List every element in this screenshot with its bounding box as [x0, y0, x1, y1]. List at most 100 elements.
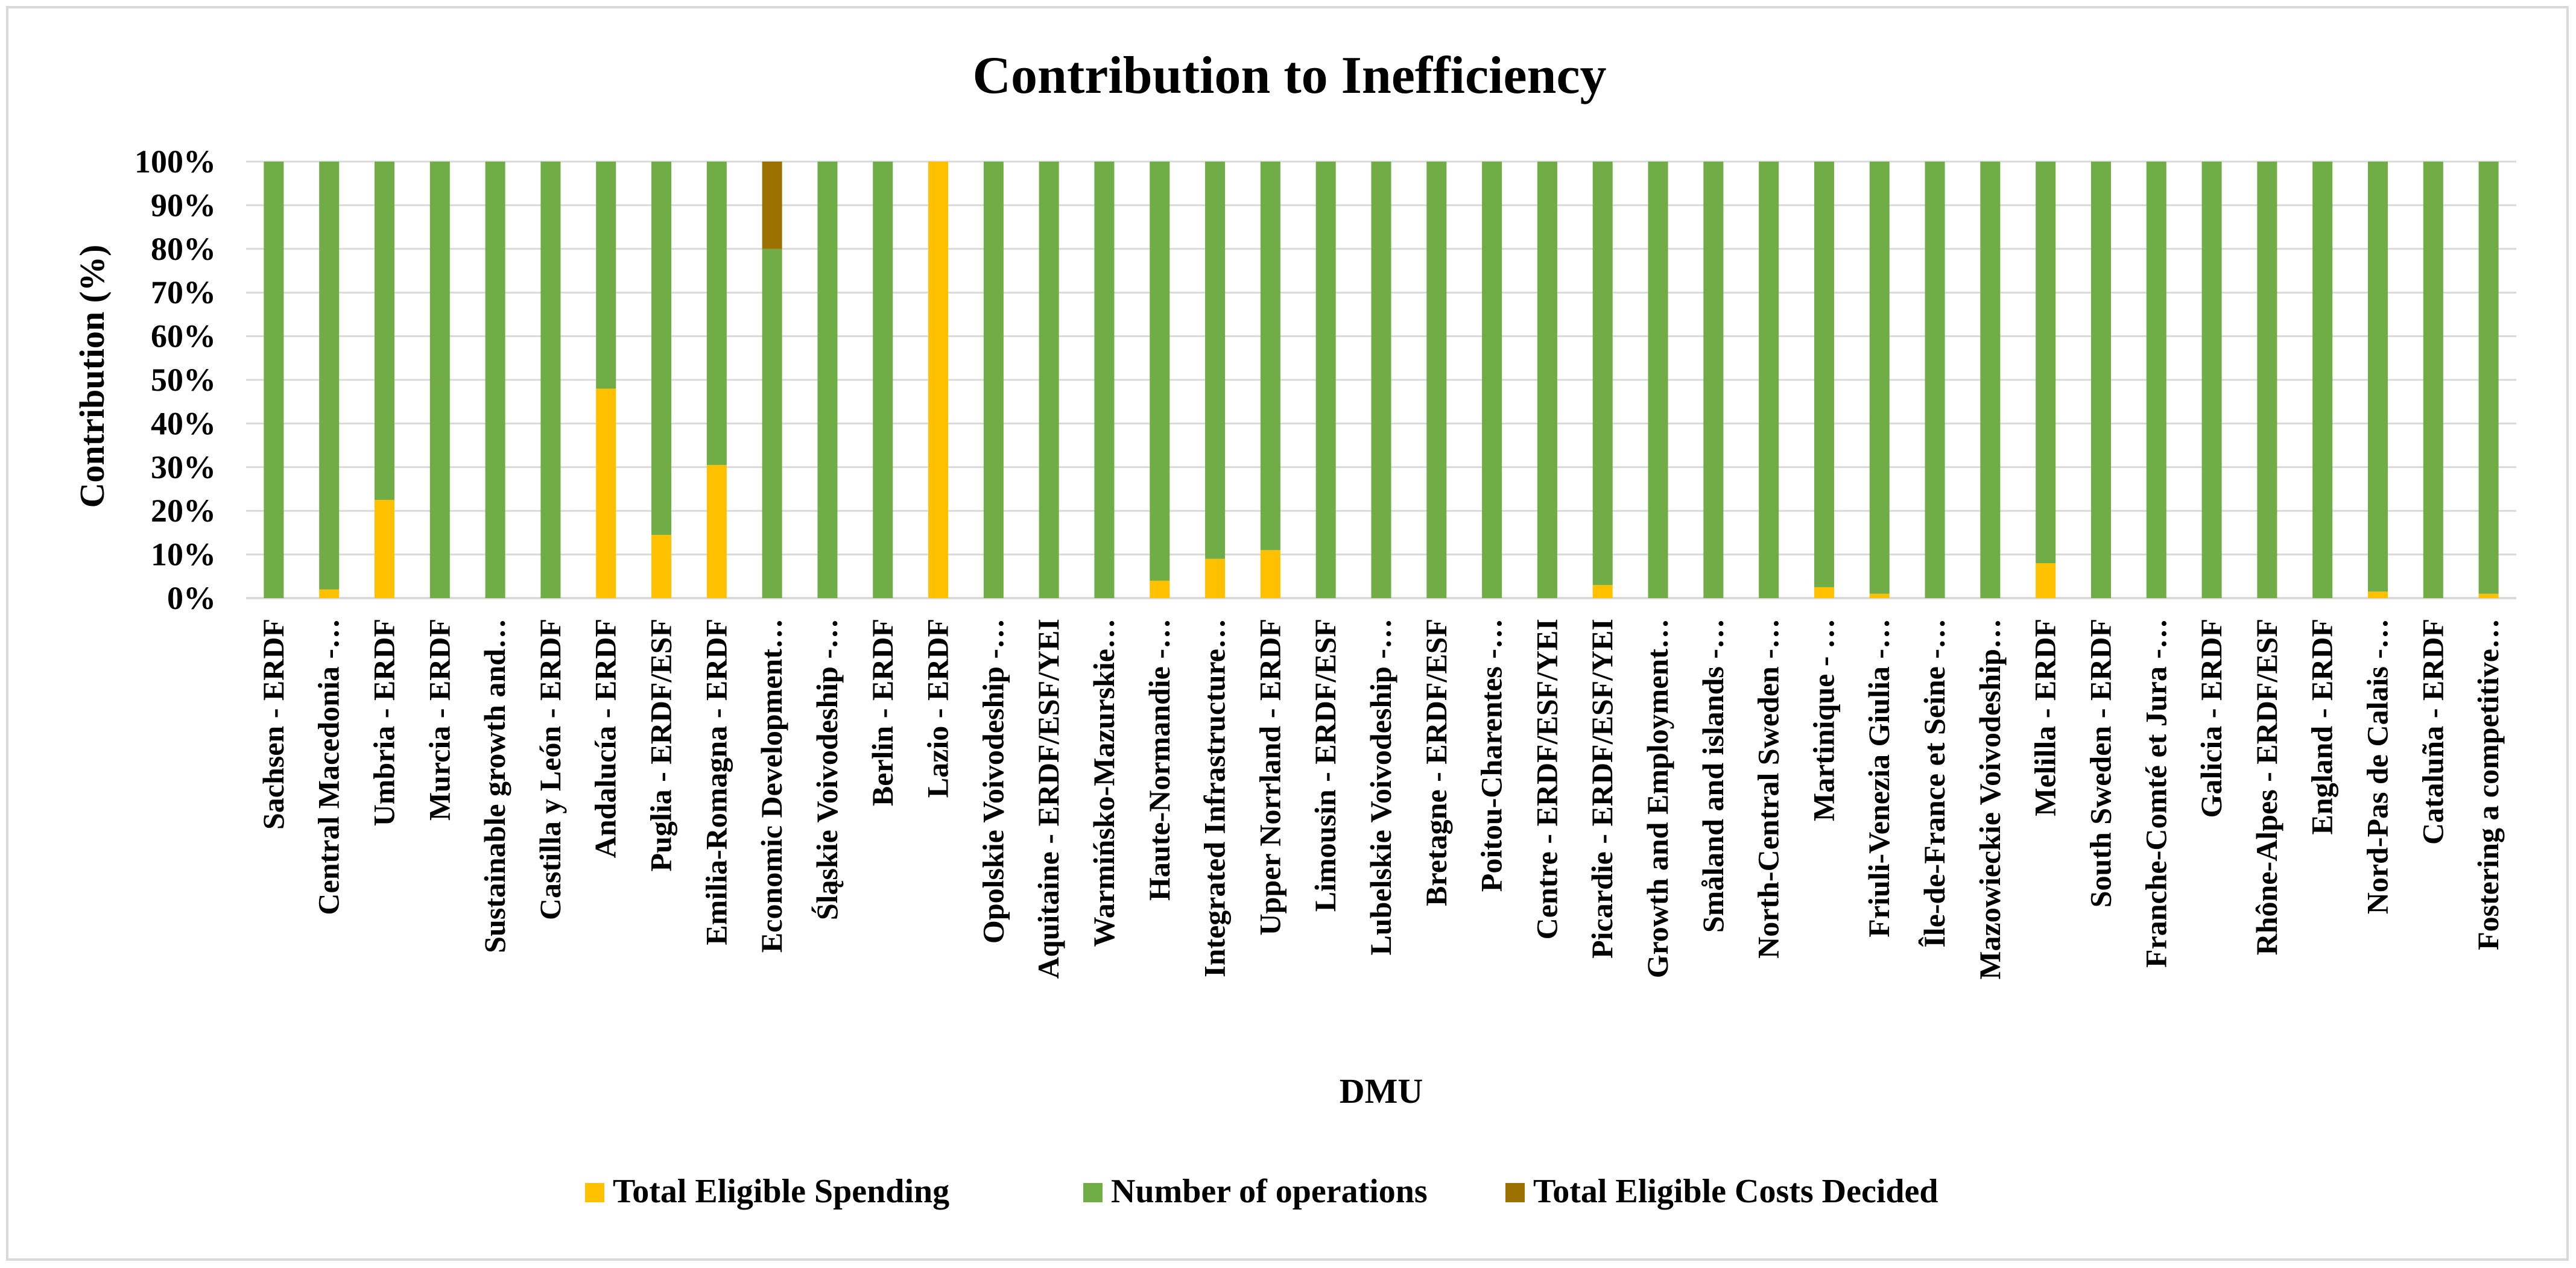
- x-tick-label: Economic Development…: [755, 619, 788, 953]
- x-tick-label: Haute-Normandie -…: [1142, 619, 1176, 901]
- bar-segment: [319, 162, 340, 590]
- x-tick-label: Integrated Infrastructure…: [1198, 619, 1232, 977]
- x-tick-label: South Sweden - ERDF: [2083, 619, 2117, 907]
- x-tick-label: Śląskie Voivodeship -…: [810, 619, 844, 920]
- legend: Total Eligible Spending Number of operati…: [585, 1173, 1938, 1210]
- bar-segment: [2036, 563, 2056, 598]
- bar-segment: [2257, 162, 2277, 598]
- y-tick-labels: 0% 10% 20% 30% 40% 50% 60% 70% 80% 90% 100%: [134, 144, 216, 616]
- bar-segment: [1703, 162, 1724, 598]
- x-tick-label: Andalucía - ERDF: [589, 619, 622, 858]
- y-tick-label: 80%: [151, 231, 216, 267]
- legend-swatch: [585, 1183, 604, 1202]
- x-tick-label: Limousin - ERDF/ESF: [1308, 619, 1342, 912]
- bar-segment: [1814, 162, 1834, 587]
- x-tick-label: Friuli-Venezia Giulia -…: [1862, 619, 1896, 938]
- y-tick-label: 10%: [151, 537, 216, 573]
- bar-segment: [2146, 162, 2166, 598]
- bar-segment: [983, 162, 1004, 598]
- y-tick-label: 40%: [151, 405, 216, 441]
- bar-segment: [1426, 162, 1447, 598]
- bar-segment: [2090, 162, 2111, 598]
- x-tick-label: North-Central Sweden -…: [1752, 619, 1785, 959]
- bar-segment: [2201, 162, 2222, 598]
- x-tick-label: Nord-Pas de Calais -…: [2360, 619, 2394, 914]
- x-tick-label: Umbria - ERDF: [367, 619, 401, 826]
- chart-title: Contribution to Inefficiency: [972, 46, 1606, 105]
- bar-segment: [928, 162, 949, 598]
- bar-segment: [2478, 593, 2499, 598]
- x-tick-label: England - ERDF: [2305, 619, 2339, 834]
- y-tick-label: 50%: [151, 362, 216, 398]
- x-tick-label: Lazio - ERDF: [921, 619, 955, 798]
- bar-segment: [651, 162, 672, 535]
- y-tick-label: 0%: [167, 580, 216, 616]
- x-tick-label: Central Macedonia -…: [312, 619, 346, 915]
- bar-segment: [2312, 162, 2333, 598]
- bar-segment: [1925, 162, 1945, 598]
- x-tick-label: Rhône-Alpes - ERDF/ESF: [2250, 619, 2283, 955]
- bar-segment: [429, 162, 450, 598]
- x-tick-label: Picardie - ERDF/ESF/YEI: [1585, 619, 1619, 959]
- x-tick-label: Småland and islands -…: [1696, 619, 1730, 933]
- x-tick-label: Emilia-Romagna - ERDF: [699, 619, 733, 945]
- x-tick-label: Growth and Employment…: [1641, 619, 1674, 978]
- bar-segment: [319, 589, 340, 598]
- x-tick-label: Castilla y León - ERDF: [533, 619, 567, 920]
- legend-swatch: [1083, 1183, 1103, 1202]
- x-tick-label: Franche-Comté et Jura -…: [2139, 619, 2173, 968]
- bar-segment: [1260, 162, 1280, 550]
- bar-segment: [706, 162, 727, 465]
- bar-segment: [2423, 162, 2443, 598]
- x-tick-label: Opolskie Voivodeship -…: [976, 619, 1010, 944]
- bar-segment: [873, 162, 893, 598]
- legend-entry: Number of operations: [1083, 1173, 1428, 1210]
- bar-segment: [817, 162, 838, 598]
- x-tick-label: Cataluña - ERDF: [2416, 619, 2449, 845]
- bar-segment: [2478, 162, 2499, 594]
- legend-label: Total Eligible Costs Decided: [1533, 1173, 1938, 1210]
- bar-segment: [1482, 162, 1502, 598]
- bar-segment: [1039, 162, 1059, 598]
- y-axis-label: Contribution (%): [72, 245, 112, 508]
- bar-segment: [2036, 162, 2056, 564]
- y-tick-label: 60%: [151, 318, 216, 355]
- x-tick-label: Poitou-Charentes -…: [1475, 619, 1508, 892]
- bar-segment: [1869, 593, 1890, 598]
- bar-segment: [1537, 162, 1557, 598]
- bar-segment: [2367, 591, 2388, 598]
- bars: [264, 162, 2499, 598]
- legend-swatch: [1505, 1183, 1525, 1202]
- bar-segment: [264, 162, 284, 598]
- x-tick-label: Upper Norrland - ERDF: [1253, 619, 1286, 935]
- x-axis-label: DMU: [1340, 1071, 1423, 1111]
- x-tick-label: Galicia - ERDF: [2194, 619, 2228, 818]
- bar-segment: [1869, 162, 1890, 594]
- bar-segment: [762, 162, 782, 249]
- bar-segment: [1315, 162, 1336, 598]
- bar-segment: [1592, 162, 1613, 585]
- bar-segment: [1150, 581, 1170, 598]
- bar-segment: [651, 535, 672, 598]
- x-tick-label: Murcia - ERDF: [422, 619, 456, 821]
- x-tick-label: Sachsen - ERDF: [256, 619, 290, 830]
- bar-segment: [706, 465, 727, 598]
- bar-segment: [596, 162, 616, 389]
- bar-segment: [1648, 162, 1668, 598]
- bar-segment: [374, 500, 395, 598]
- y-tick-label: 90%: [151, 187, 216, 223]
- legend-entry: Total Eligible Spending: [585, 1173, 949, 1210]
- y-tick-label: 30%: [151, 449, 216, 485]
- x-tick-label: Melilla - ERDF: [2028, 619, 2062, 816]
- bar-segment: [540, 162, 561, 598]
- bar-segment: [1592, 585, 1613, 598]
- bar-segment: [2367, 162, 2388, 592]
- bar-segment: [485, 162, 505, 598]
- legend-label: Total Eligible Spending: [613, 1173, 949, 1210]
- bar-segment: [1205, 558, 1226, 598]
- x-tick-label: Île-de-France et Seine -…: [1917, 619, 1951, 948]
- bar-segment: [1759, 162, 1779, 598]
- bar-segment: [1371, 162, 1391, 598]
- bar-segment: [1094, 162, 1115, 598]
- chart-frame: Contribution to Inefficiency Contributio…: [6, 6, 2569, 1261]
